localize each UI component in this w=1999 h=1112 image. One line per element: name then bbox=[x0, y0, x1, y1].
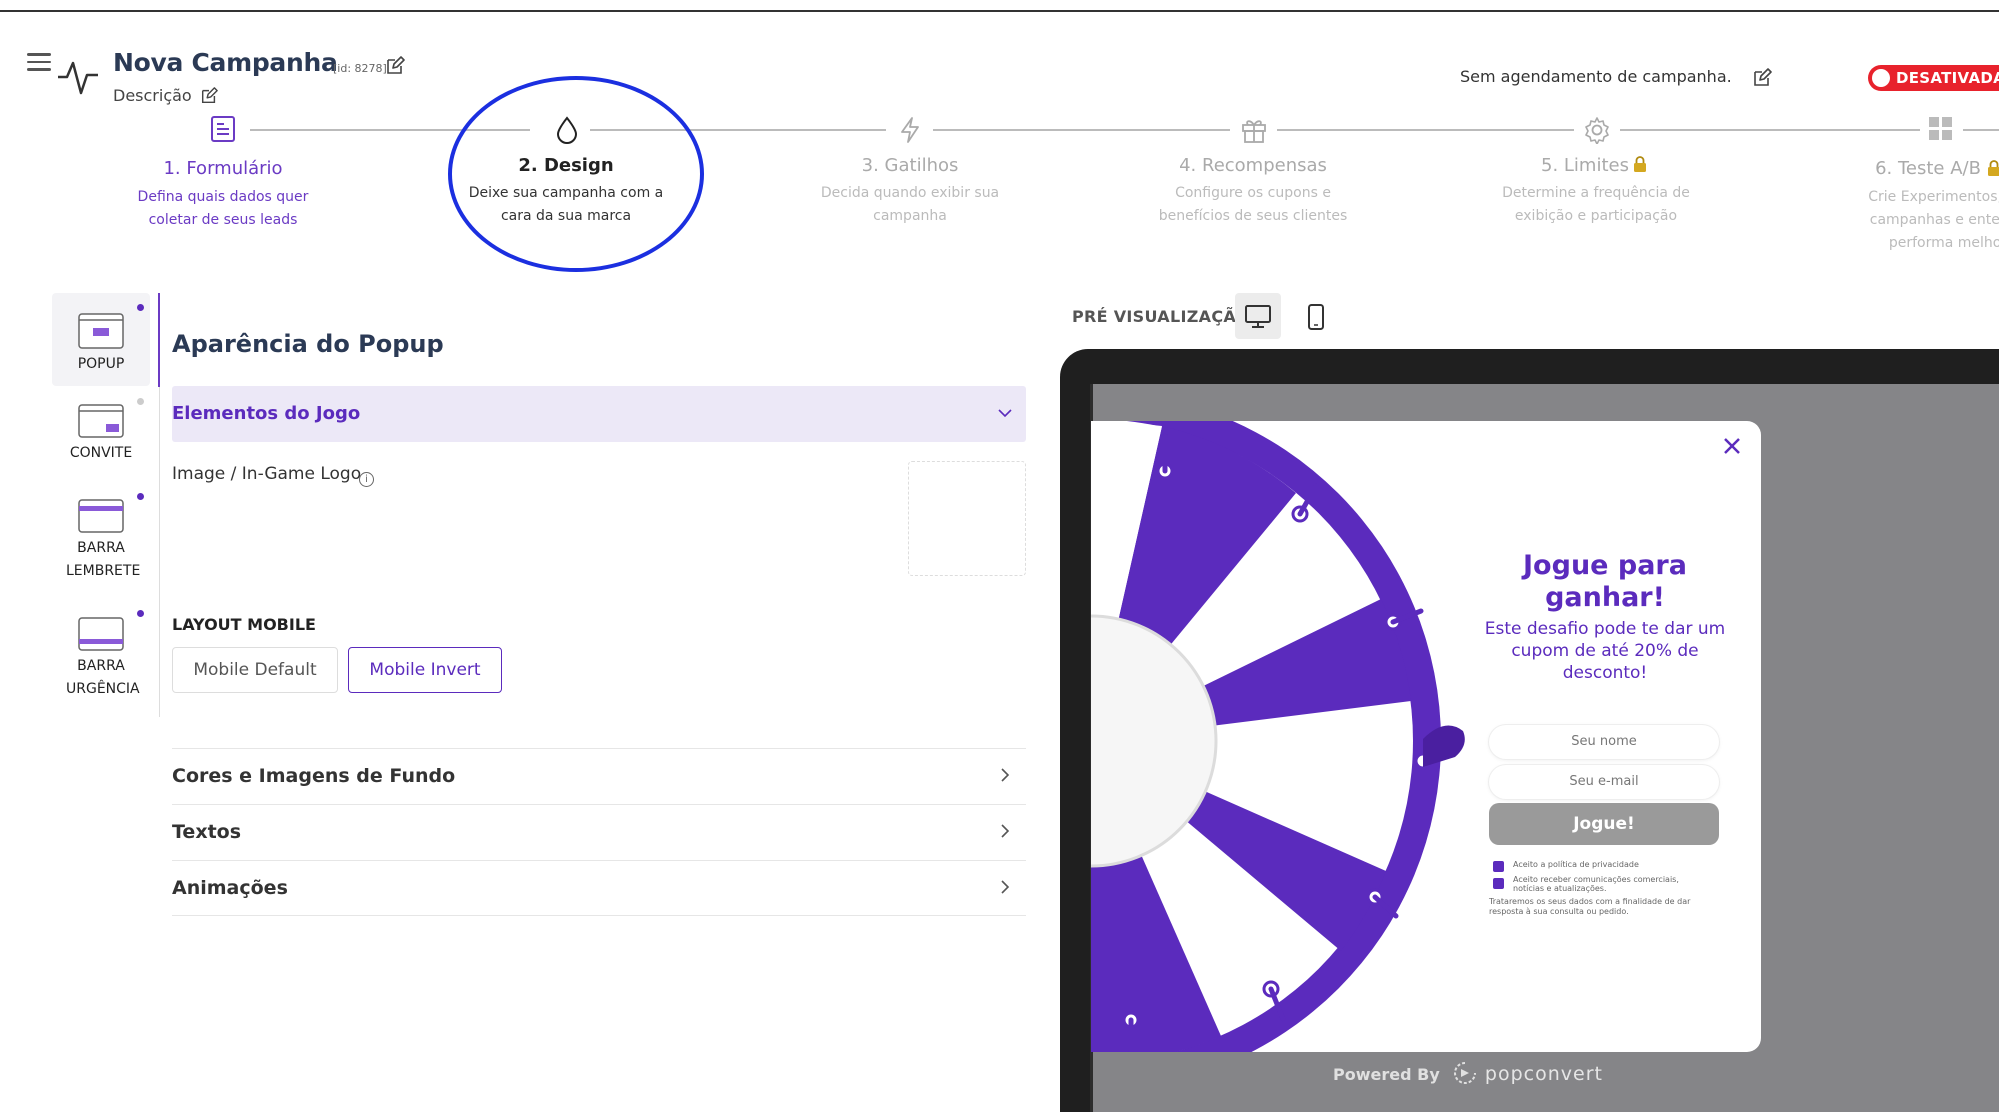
sidebar-item-barra-lembrete[interactable]: BARRA LEMBRETE bbox=[52, 499, 150, 585]
image-logo-label: Image / In-Game Logo bbox=[172, 464, 362, 484]
urgency-bar-icon bbox=[78, 617, 124, 651]
accordion-label: Textos bbox=[172, 821, 242, 843]
step-title-limites[interactable]: 5. Limites bbox=[1541, 155, 1629, 176]
accordion-label: Animações bbox=[172, 877, 288, 899]
step-desc-recompensas: Configure os cupons e benefícios de seus… bbox=[1158, 185, 1348, 224]
powered-by: Powered By popconvert bbox=[1333, 1060, 1603, 1086]
grid-icon[interactable] bbox=[1928, 116, 1954, 142]
accordion-cores-imagens[interactable]: Cores e Imagens de Fundo bbox=[172, 748, 1026, 804]
toggle-knob bbox=[1872, 69, 1890, 87]
desktop-preview-button[interactable] bbox=[1235, 293, 1281, 339]
sidebar-item-convite[interactable]: CONVITE bbox=[52, 404, 150, 470]
highlight-annotation bbox=[448, 76, 704, 272]
status-dot bbox=[137, 398, 144, 405]
popup-subtitle: Este desafio pode te dar um cupom de até… bbox=[1484, 619, 1726, 683]
prize-wheel bbox=[1091, 421, 1465, 1052]
play-button[interactable]: Jogue! bbox=[1489, 803, 1719, 845]
info-icon[interactable]: i bbox=[359, 472, 374, 487]
accordion-divider bbox=[172, 915, 1026, 916]
popconvert-logo-icon bbox=[1454, 1062, 1477, 1084]
sidebar-item-label: BARRA URGÊNCIA bbox=[66, 658, 140, 697]
schedule-text: Sem agendamento de campanha. bbox=[1460, 67, 1732, 86]
image-upload-dropzone[interactable] bbox=[908, 461, 1026, 576]
lock-icon bbox=[1634, 156, 1646, 172]
panel-title: Aparência do Popup bbox=[172, 330, 444, 358]
step-title-teste-ab[interactable]: 6. Teste A/B bbox=[1875, 158, 1981, 179]
stepper-connector bbox=[933, 129, 1230, 131]
mobile-preview-button[interactable] bbox=[1293, 293, 1339, 339]
desktop-icon bbox=[1245, 305, 1271, 328]
sidebar-item-label: CONVITE bbox=[69, 445, 133, 461]
popup-icon bbox=[78, 313, 124, 349]
bolt-icon[interactable] bbox=[898, 116, 922, 144]
status-toggle[interactable]: DESATIVADA bbox=[1868, 65, 1999, 91]
chevron-right-icon bbox=[1001, 824, 1010, 838]
edit-title-icon[interactable] bbox=[385, 56, 405, 76]
lock-icon bbox=[1988, 160, 1999, 176]
status-dot bbox=[137, 493, 144, 500]
brand-name: popconvert bbox=[1484, 1063, 1603, 1085]
campaign-description: Descrição bbox=[113, 86, 192, 105]
edit-schedule-icon[interactable] bbox=[1752, 68, 1772, 88]
sidebar-item-label: POPUP bbox=[77, 356, 125, 372]
sidebar-item-label: BARRA LEMBRETE bbox=[66, 540, 141, 579]
stepper-connector bbox=[1620, 129, 1920, 131]
step-desc-teste-ab: Crie Experimentos, adi campanhas e enten… bbox=[1868, 189, 1999, 251]
accordion-animacoes[interactable]: Animações bbox=[172, 860, 1026, 916]
privacy-checkbox[interactable] bbox=[1493, 861, 1504, 872]
marketing-text: Aceito receber comunicações comerciais, … bbox=[1513, 875, 1679, 893]
stepper-connector bbox=[1963, 129, 1999, 131]
stepper-connector bbox=[590, 129, 886, 131]
top-border bbox=[0, 10, 1999, 12]
invite-icon bbox=[78, 404, 124, 438]
edit-description-icon[interactable] bbox=[200, 87, 218, 105]
campaign-title: Nova Campanha bbox=[113, 48, 338, 77]
chevron-right-icon bbox=[1001, 880, 1010, 894]
accordion-label: Cores e Imagens de Fundo bbox=[172, 765, 456, 787]
mobile-icon bbox=[1308, 304, 1324, 330]
status-dot bbox=[137, 610, 144, 617]
close-icon[interactable] bbox=[1722, 436, 1742, 456]
popup-title: Jogue para ganhar! bbox=[1523, 550, 1687, 613]
step-title-formulario[interactable]: 1. Formulário bbox=[163, 158, 283, 179]
sidebar-divider bbox=[159, 387, 160, 717]
privacy-text: Aceito a política de privacidade bbox=[1513, 860, 1639, 869]
gift-icon[interactable] bbox=[1240, 116, 1268, 144]
name-input[interactable]: Seu nome bbox=[1489, 725, 1719, 759]
email-input[interactable]: Seu e-mail bbox=[1489, 765, 1719, 799]
mobile-invert-button[interactable]: Mobile Invert bbox=[348, 647, 502, 693]
reminder-bar-icon bbox=[78, 499, 124, 533]
accordion-label: Elementos do Jogo bbox=[172, 403, 361, 424]
status-label: DESATIVADA bbox=[1896, 69, 1999, 87]
pulse-icon bbox=[58, 61, 98, 95]
accordion-elementos-do-jogo[interactable]: Elementos do Jogo bbox=[172, 386, 1026, 442]
powered-by-label: Powered By bbox=[1333, 1065, 1440, 1084]
legal-text: Trataremos os seus dados com a finalidad… bbox=[1489, 897, 1691, 916]
step-desc-limites: Determine a frequência de exibição e par… bbox=[1502, 185, 1690, 224]
step-title-gatilhos[interactable]: 3. Gatilhos bbox=[861, 155, 959, 176]
form-icon[interactable] bbox=[210, 115, 236, 143]
preview-label: PRÉ VISUALIZAÇÃO bbox=[1072, 307, 1250, 326]
sidebar-item-popup[interactable]: POPUP bbox=[52, 293, 150, 386]
layout-mobile-label: LAYOUT MOBILE bbox=[172, 615, 316, 634]
accordion-textos[interactable]: Textos bbox=[172, 804, 1026, 860]
active-indicator bbox=[158, 293, 160, 387]
chevron-down-icon bbox=[998, 409, 1012, 418]
gear-icon[interactable] bbox=[1583, 116, 1611, 144]
stepper-connector bbox=[1277, 129, 1574, 131]
menu-icon[interactable] bbox=[27, 53, 51, 76]
marketing-checkbox[interactable] bbox=[1493, 878, 1504, 889]
chevron-right-icon bbox=[1001, 768, 1010, 782]
step-desc-gatilhos: Decida quando exibir sua campanha bbox=[820, 185, 1000, 224]
step-desc-formulario: Defina quais dados quer coletar de seus … bbox=[137, 189, 309, 228]
sidebar-item-barra-urgencia[interactable]: BARRA URGÊNCIA bbox=[52, 617, 150, 703]
status-dot bbox=[137, 304, 144, 311]
stepper-connector bbox=[250, 129, 530, 131]
mobile-default-button[interactable]: Mobile Default bbox=[172, 647, 338, 693]
campaign-id: [id: 8278] bbox=[333, 62, 387, 75]
step-title-recompensas[interactable]: 4. Recompensas bbox=[1179, 155, 1327, 176]
